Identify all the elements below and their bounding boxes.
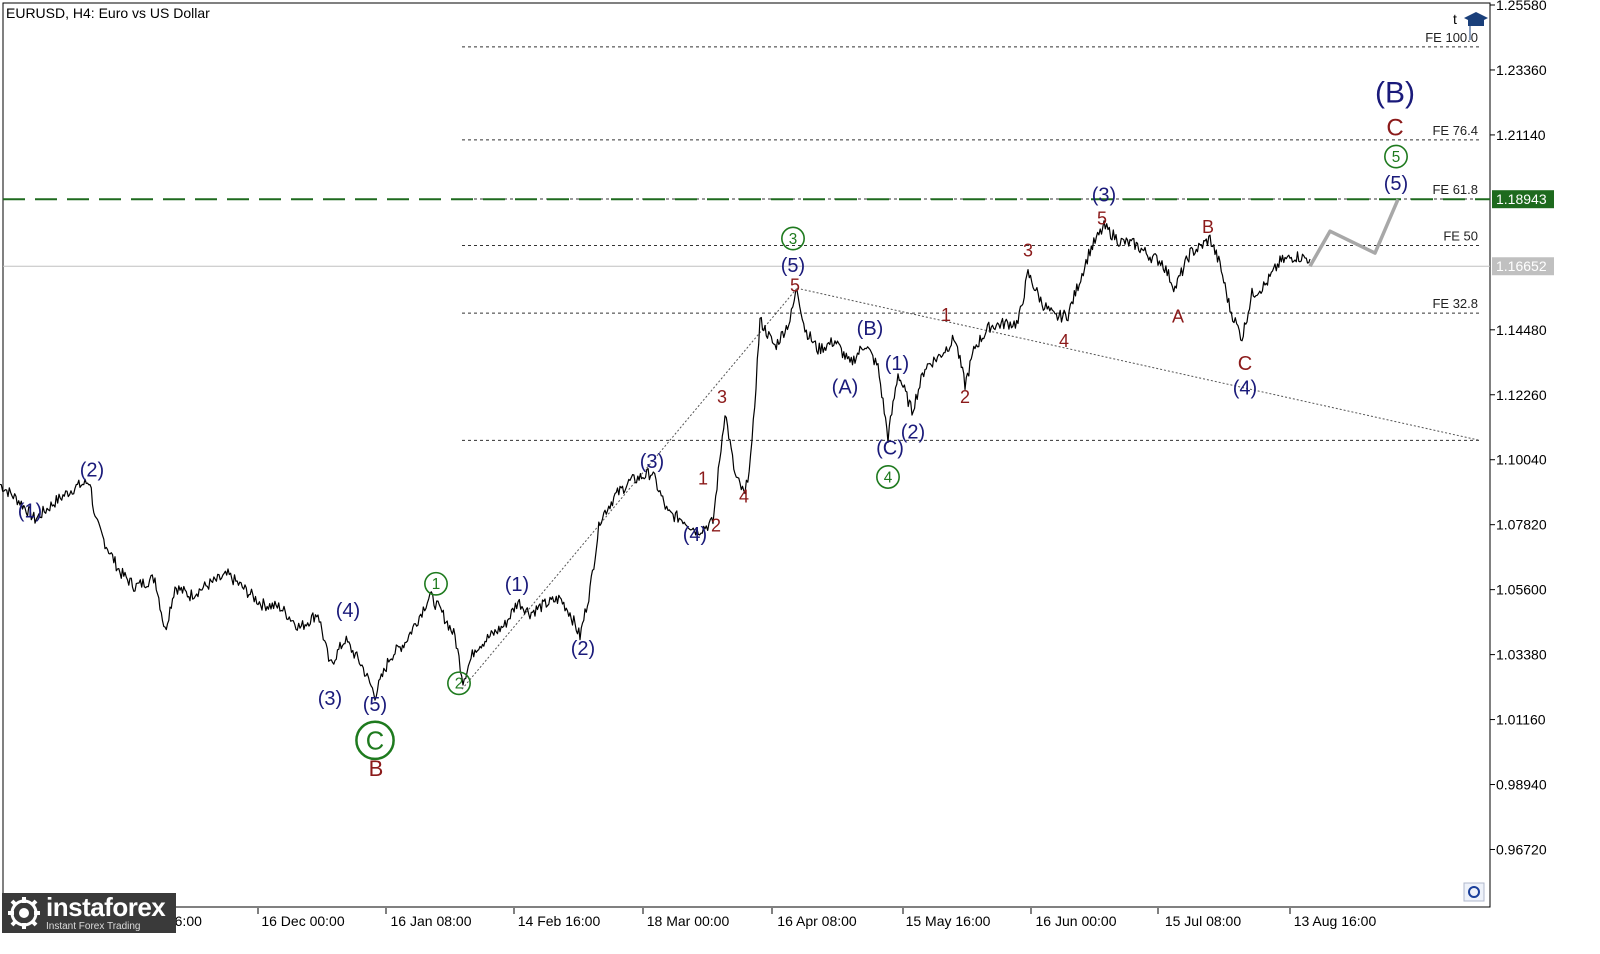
wave-label: C: [1386, 115, 1403, 142]
wave-label: 4: [1059, 331, 1069, 351]
wave-label: 5: [790, 276, 800, 296]
wave-label: 1: [432, 576, 441, 593]
scroll-end-icon[interactable]: [1463, 882, 1485, 902]
price-axis[interactable]: 1.25580 1.23360 1.21140 1.18943 1.16652 1.144…: [1490, 0, 1554, 857]
wave-label: 1: [698, 469, 708, 489]
time-tick-label: 15 May 16:00: [906, 913, 991, 929]
wave-label: (2): [80, 460, 104, 482]
wave-label: (A): [832, 376, 859, 398]
plot-frame: [2, 2, 1491, 908]
wave-label: (4): [683, 524, 707, 546]
time-tick-label: 16 Apr 08:00: [777, 913, 857, 929]
price-tag-label: 1.16652: [1496, 258, 1547, 274]
wave-label: (3): [1092, 185, 1116, 207]
time-tick-label: 14 Feb 16:00: [518, 913, 601, 929]
price-tick-label: 1.12260: [1496, 387, 1547, 403]
price-tick-label: 0.96720: [1496, 841, 1547, 857]
wave-label: 4: [739, 486, 749, 506]
wave-label: (C): [876, 438, 904, 460]
price-tag: [1492, 190, 1554, 209]
wave-label: (5): [363, 694, 387, 716]
wave-label: C: [366, 727, 384, 755]
wave-label: (4): [1233, 378, 1257, 400]
trendline: [461, 287, 798, 690]
wave-label: B: [1202, 217, 1214, 237]
projection-path: [1308, 198, 1400, 268]
wave-label: 2: [711, 516, 721, 536]
price-tick-label: 1.01160: [1496, 712, 1546, 728]
wave-label: 2: [960, 387, 970, 407]
fe-level-label: FE 32.8: [1432, 296, 1478, 311]
time-tick-label: 15 Jul 08:00: [1165, 913, 1241, 929]
price-tick-label: 1.07820: [1496, 517, 1547, 533]
price-tick-label: 1.10040: [1496, 452, 1547, 468]
wave-label-circle: [424, 571, 448, 596]
fe-level-label: FE 61.8: [1432, 182, 1478, 197]
trendline: [796, 287, 1481, 441]
fibonacci-levels: FE 100.0 FE 76.4 FE 61.8 FE 50 FE 32.8: [3, 30, 1490, 441]
wave-label: (5): [781, 255, 805, 277]
wave-label-circle: [447, 671, 471, 696]
logo-subtitle: Instant Forex Trading: [46, 921, 141, 932]
wave-label: 1: [941, 305, 951, 325]
graduation-cap-icon[interactable]: [1464, 12, 1488, 40]
wave-label-circle: [355, 720, 395, 761]
time-tick-label: 16 Dec 00:00: [261, 913, 344, 929]
wave-label-circle: [876, 465, 900, 489]
wave-label: B: [369, 756, 384, 781]
wave-label: 3: [717, 387, 727, 407]
wave-label: (1): [18, 501, 42, 523]
wave-label: (3): [318, 688, 342, 710]
wave-label-circle: [1384, 144, 1408, 169]
wave-label: 3: [1023, 241, 1033, 261]
trendlines: [461, 287, 1481, 690]
price-tick-label: 0.98940: [1496, 777, 1547, 793]
price-tick-label: 1.14480: [1496, 322, 1547, 338]
wave-label: A: [1172, 306, 1184, 326]
price-tick-label: 1.23360: [1496, 62, 1547, 78]
gear-icon: [8, 897, 40, 929]
price-tick-label: 1.21140: [1496, 127, 1546, 143]
wave-label: 3: [789, 231, 798, 248]
chart-title: EURUSD, H4: Euro vs US Dollar: [6, 5, 210, 21]
instaforex-logo: instaforex Instant Forex Trading: [2, 893, 176, 933]
wave-label: (1): [505, 574, 529, 596]
wave-label: 2: [455, 676, 464, 693]
wave-label: (1): [885, 353, 909, 375]
time-tick-label: 18 Mar 00:00: [647, 913, 730, 929]
wave-label: 5: [1392, 149, 1401, 166]
time-tick-label: 16 Jan 08:00: [391, 913, 472, 929]
projection-line: [1308, 198, 1400, 268]
wave-label: (B): [857, 318, 884, 340]
fe-level-label: FE 50: [1443, 229, 1478, 244]
price-tick-label: 1.03380: [1496, 647, 1547, 663]
price-tick-label: 1.25580: [1496, 0, 1547, 13]
logo-brand: instaforex: [46, 892, 166, 922]
time-tick-label: 13 Aug 16:00: [1294, 913, 1377, 929]
corner-glyph: t: [1453, 11, 1457, 27]
wave-label: C: [1238, 353, 1252, 375]
price-tick-label: 1.05600: [1496, 582, 1547, 598]
wave-labels: (1)(2)(4)(3) (5)CB12(1)(2)(3)(4)12343(5)5…: [18, 77, 1415, 781]
wave-label: (2): [571, 638, 595, 660]
fe-level-label: FE 100.0: [1425, 30, 1478, 45]
fe-level-label: FE 76.4: [1432, 123, 1478, 138]
wave-label: (5): [1384, 173, 1408, 195]
wave-label: (3): [640, 451, 664, 473]
wave-label-circle: [781, 226, 805, 251]
price-tag: [1492, 257, 1554, 276]
price-line: [0, 220, 1311, 701]
wave-label: (B): [1375, 77, 1415, 110]
time-tick-label: 16 Jun 00:00: [1036, 913, 1117, 929]
price-series: [0, 220, 1311, 701]
wave-label: (4): [336, 600, 360, 622]
wave-label: (2): [901, 422, 925, 444]
wave-label: 4: [884, 469, 893, 486]
wave-label: 5: [1097, 208, 1107, 228]
price-tag-label: 1.18943: [1496, 191, 1547, 207]
